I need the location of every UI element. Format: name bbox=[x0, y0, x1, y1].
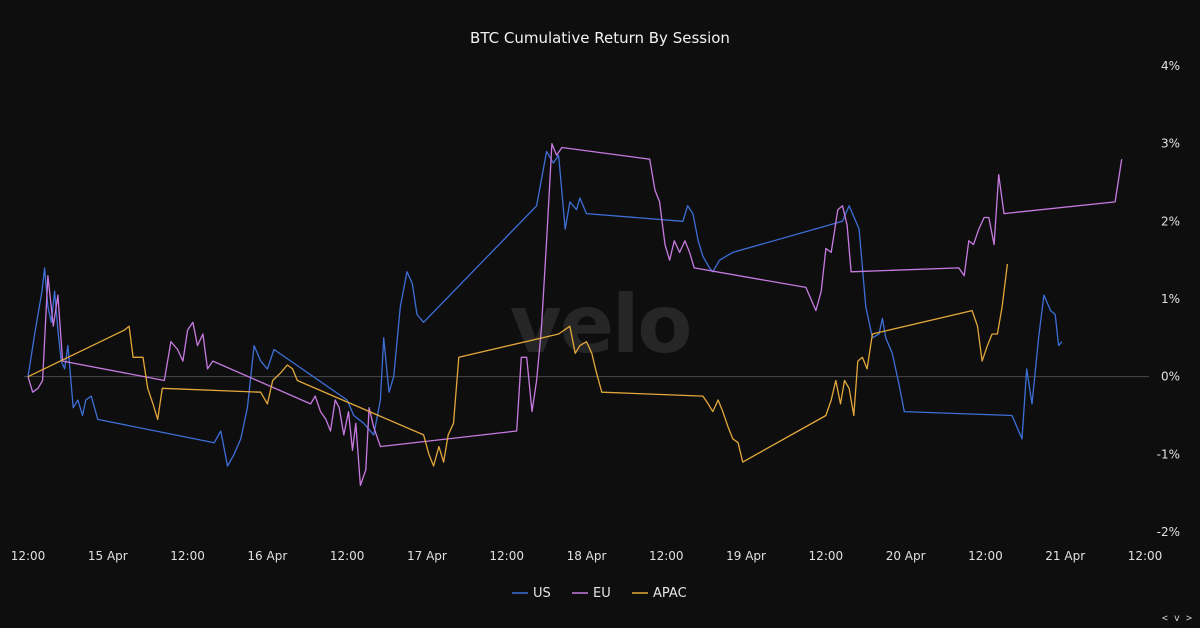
nav-arrows[interactable]: < v > bbox=[1161, 613, 1192, 624]
x-tick-label: 12:00 bbox=[809, 549, 844, 563]
x-axis: 12:00 15 Apr 12:00 16 Apr 12:00 17 Apr 12:00 18… bbox=[11, 549, 1163, 563]
x-tick-label: 12:00 bbox=[968, 549, 1003, 563]
x-tick-label: 12:00 bbox=[649, 549, 684, 563]
y-tick-label: -2% bbox=[1157, 525, 1180, 539]
legend-label: EU bbox=[593, 586, 611, 601]
x-tick-label: 18 Apr bbox=[567, 549, 607, 563]
legend-item-us[interactable]: US bbox=[512, 586, 551, 601]
y-axis: 4% 3% 2% 1% 0% -1% -2% bbox=[1157, 59, 1180, 539]
watermark-logo: velo bbox=[510, 278, 691, 371]
x-tick-label: 12:00 bbox=[11, 549, 46, 563]
chart-title: BTC Cumulative Return By Session bbox=[470, 29, 730, 47]
x-tick-label: 12:00 bbox=[1128, 549, 1163, 563]
series-line-eu bbox=[27, 143, 1123, 487]
y-tick-label: 0% bbox=[1161, 370, 1180, 384]
legend-label: APAC bbox=[653, 586, 687, 601]
legend-item-eu[interactable]: EU bbox=[572, 586, 611, 601]
x-tick-label: 19 Apr bbox=[726, 549, 766, 563]
x-tick-label: 12:00 bbox=[489, 549, 524, 563]
legend-item-apac[interactable]: APAC bbox=[632, 586, 687, 601]
legend[interactable]: US EU APAC bbox=[512, 586, 687, 601]
x-tick-label: 17 Apr bbox=[407, 549, 447, 563]
x-tick-label: 20 Apr bbox=[886, 549, 926, 563]
x-tick-label: 16 Apr bbox=[247, 549, 287, 563]
y-tick-label: 2% bbox=[1161, 214, 1180, 228]
y-tick-label: 1% bbox=[1161, 292, 1180, 306]
series-line-apac bbox=[27, 263, 1009, 467]
series-layer bbox=[27, 143, 1123, 487]
x-tick-label: 12:00 bbox=[170, 549, 205, 563]
y-tick-label: 4% bbox=[1161, 59, 1180, 73]
x-tick-label: 21 Apr bbox=[1045, 549, 1085, 563]
x-tick-label: 15 Apr bbox=[88, 549, 128, 563]
y-tick-label: 3% bbox=[1161, 137, 1180, 151]
x-tick-label: 12:00 bbox=[330, 549, 365, 563]
legend-label: US bbox=[533, 586, 551, 601]
y-tick-label: -1% bbox=[1157, 447, 1180, 461]
